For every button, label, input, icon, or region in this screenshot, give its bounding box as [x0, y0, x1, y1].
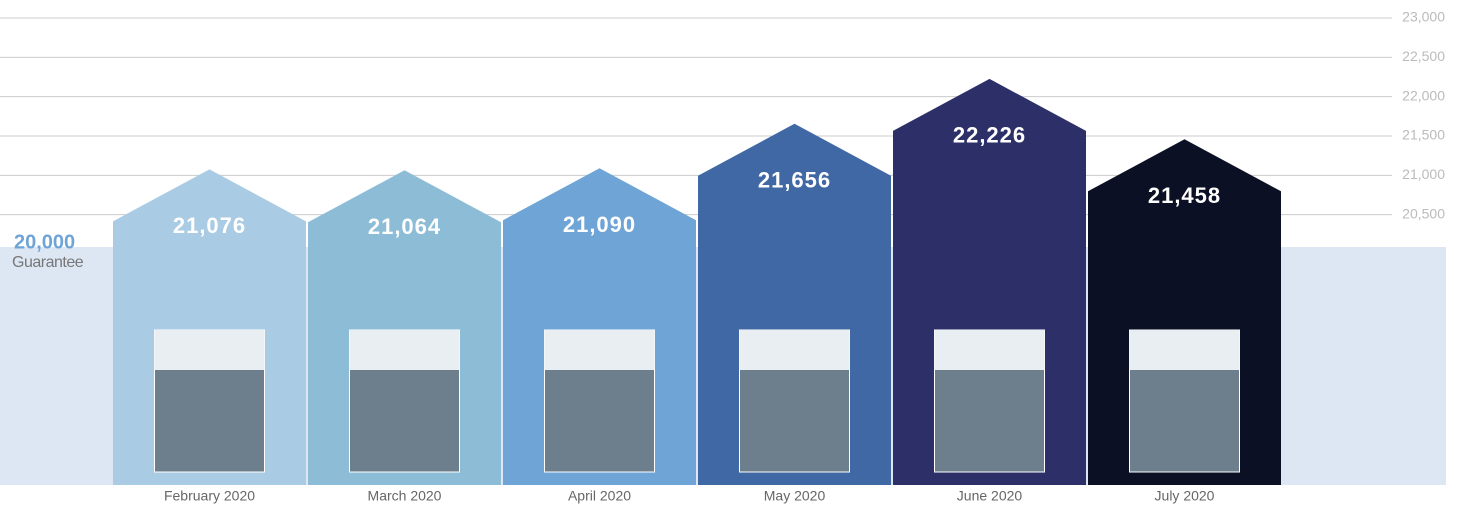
- x-tick-label: March 2020: [368, 488, 442, 504]
- magazine-cover-top: [350, 330, 460, 370]
- value-label: 22,226: [953, 123, 1026, 148]
- value-label: 21,656: [758, 168, 831, 193]
- magazine-cover-top: [1130, 330, 1240, 370]
- x-tick-label: July 2020: [1155, 488, 1215, 504]
- magazine-cover-top: [155, 330, 265, 370]
- value-label: 21,064: [368, 214, 441, 239]
- value-label: 21,090: [563, 212, 636, 237]
- x-tick-label: February 2020: [164, 488, 255, 504]
- y-tick-label: 21,500: [1402, 127, 1445, 143]
- value-label: 21,076: [173, 213, 246, 238]
- y-tick-label: 22,000: [1402, 87, 1445, 103]
- y-tick-label: 22,500: [1402, 48, 1445, 64]
- y-tick-label: 23,000: [1402, 9, 1445, 25]
- x-tick-label: June 2020: [957, 488, 1023, 504]
- guarantee-value: 20,000: [14, 231, 75, 253]
- magazine-cover-top: [545, 330, 655, 370]
- y-tick-label: 20,500: [1402, 205, 1445, 221]
- x-tick-label: April 2020: [568, 488, 631, 504]
- x-tick-label: May 2020: [764, 488, 826, 504]
- magazine-cover-top: [935, 330, 1045, 370]
- guarantee-text: Guarantee: [12, 254, 84, 271]
- magazine-cover-top: [740, 330, 850, 370]
- y-tick-label: 21,000: [1402, 166, 1445, 182]
- value-label: 21,458: [1148, 183, 1221, 208]
- chart: 20,000Guarantee 20,500 21,000 21,500 22,000 2…: [0, 0, 1464, 510]
